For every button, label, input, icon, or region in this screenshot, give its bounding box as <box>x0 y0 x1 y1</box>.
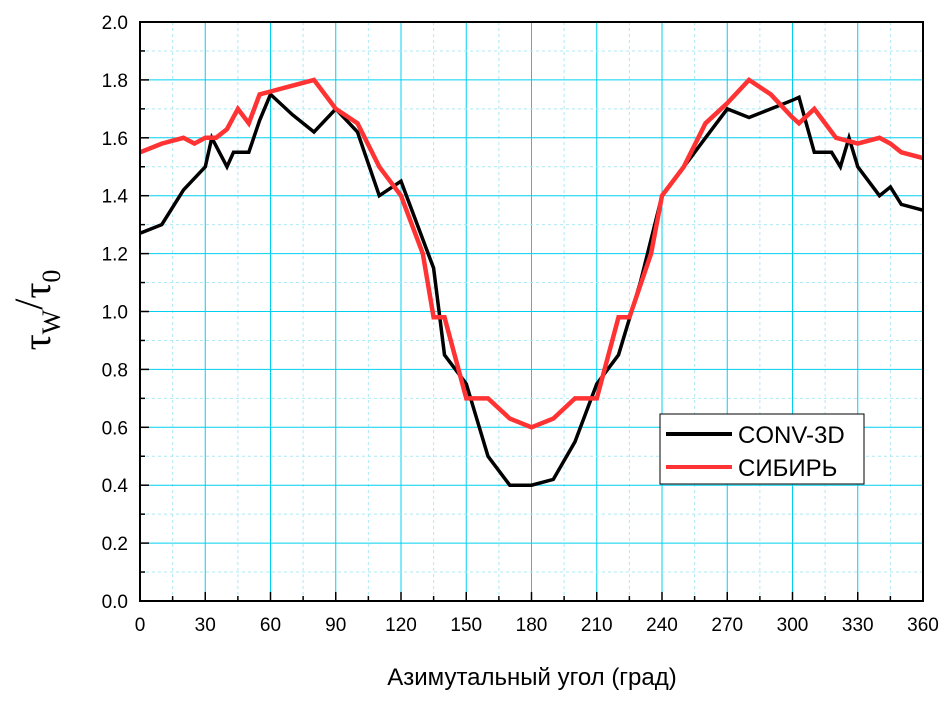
grid <box>139 21 924 602</box>
series-line-sibir <box>139 76 924 430</box>
y-tick-label: 0.2 <box>102 534 128 555</box>
y-axis-title-slash: / <box>6 298 51 310</box>
y-tick-label: 0.8 <box>102 360 128 381</box>
y-axis-title-tau: τ <box>14 334 59 350</box>
y-axis-title-tau-0: τ <box>14 283 59 299</box>
legend-box <box>659 413 865 485</box>
y-axis-title-sub-w: W <box>37 309 66 334</box>
x-axis-title: Азимутальный угол (град) <box>387 664 677 691</box>
x-tick-label: 60 <box>260 615 281 636</box>
y-tick-label: 0.4 <box>102 476 129 497</box>
y-axis-title: τW/τ0 <box>6 270 66 351</box>
x-tick-label: 360 <box>907 615 939 636</box>
x-tick-label: 300 <box>777 615 809 636</box>
x-tick-label: 90 <box>325 615 346 636</box>
y-axis-title-sub-0: 0 <box>37 270 66 283</box>
svg-text:τW/τ0: τW/τ0 <box>6 270 66 351</box>
x-tick-label: 330 <box>842 615 874 636</box>
y-tick-label: 0.6 <box>102 418 128 439</box>
legend-label-sibir: СИБИРЬ <box>738 455 837 482</box>
x-tick-label: 180 <box>516 615 548 636</box>
y-tick-label: 0.0 <box>102 592 128 613</box>
axis-ticks <box>139 21 924 602</box>
y-tick-label: 1.4 <box>102 187 129 208</box>
y-tick-label: 2.0 <box>102 13 128 34</box>
tick-labels: 0 30 60 90 120 150 180 210 240 270 300 330 360 0.0 0.2… <box>102 13 939 636</box>
x-tick-label: 150 <box>450 615 482 636</box>
series-layer <box>139 76 924 487</box>
x-tick-label: 30 <box>195 615 216 636</box>
y-tick-label: 1.2 <box>102 245 128 266</box>
x-tick-label: 270 <box>711 615 743 636</box>
x-tick-label: 0 <box>135 615 146 636</box>
x-tick-label: 240 <box>646 615 678 636</box>
series-line-conv-3d <box>139 91 924 487</box>
legend-label-conv-3d: CONV-3D <box>738 422 845 449</box>
y-tick-label: 1.6 <box>102 129 128 150</box>
x-tick-label: 120 <box>385 615 417 636</box>
legend: CONV-3D СИБИРЬ <box>659 413 865 485</box>
x-tick-label: 210 <box>581 615 613 636</box>
y-tick-label: 1.0 <box>102 303 128 324</box>
y-tick-label: 1.8 <box>102 71 128 92</box>
